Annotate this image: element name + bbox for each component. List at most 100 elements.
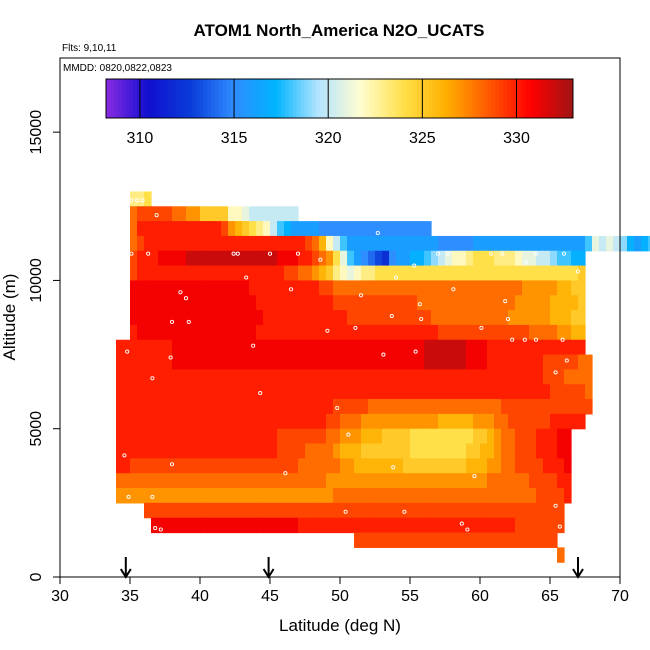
heatmap-cell [179, 324, 187, 341]
heatmap-cell [515, 532, 523, 548]
heatmap-cell [214, 324, 222, 341]
colorbar-segment [273, 79, 278, 118]
heatmap-cell [277, 221, 285, 237]
heatmap-cell [207, 339, 215, 356]
heatmap-cell [284, 250, 292, 267]
heatmap-cell [431, 413, 439, 430]
heatmap-cell [431, 517, 439, 534]
heatmap-cell [291, 517, 299, 534]
heatmap-cell [221, 517, 229, 534]
heatmap-cell [466, 473, 474, 489]
heatmap-cell [200, 458, 208, 474]
heatmap-cell [487, 369, 495, 385]
heatmap-cell [165, 428, 173, 445]
heatmap-cell [403, 295, 411, 311]
heatmap-cell [396, 324, 404, 341]
heatmap-cell [277, 206, 285, 222]
heatmap-cell [564, 265, 572, 282]
heatmap-cell [291, 488, 299, 504]
heatmap-cell [326, 384, 334, 400]
heatmap-cell [305, 354, 313, 370]
heatmap-cell [487, 339, 495, 356]
colorbar-segment [343, 79, 348, 118]
heatmap-cell [403, 384, 411, 400]
heatmap-cell [277, 428, 285, 445]
heatmap-cell [389, 280, 397, 296]
heatmap-cell [522, 354, 530, 370]
heatmap-cell [235, 428, 243, 445]
heatmap-cell [235, 369, 243, 385]
heatmap-cell [361, 324, 369, 341]
heatmap-cell [221, 473, 229, 489]
heatmap-cell [158, 310, 166, 326]
heatmap-cell [151, 488, 159, 504]
colorbar-segment [483, 79, 488, 118]
heatmap-cell [193, 502, 201, 519]
heatmap-cell [200, 280, 208, 296]
heatmap-cell [340, 458, 348, 474]
heatmap-cell [417, 473, 425, 489]
heatmap-cell [214, 265, 222, 282]
heatmap-cell [529, 235, 537, 252]
heatmap-cell [340, 384, 348, 400]
heatmap-cell [137, 488, 145, 504]
heatmap-cell [200, 250, 208, 267]
heatmap-cell [522, 324, 530, 341]
heatmap-cell [291, 413, 299, 430]
colorbar-segment [331, 79, 337, 118]
heatmap-cell [438, 443, 446, 459]
colorbar-segment [187, 79, 193, 118]
heatmap-cell [347, 443, 355, 459]
heatmap-cell [340, 235, 348, 252]
heatmap-cell [361, 458, 369, 474]
heatmap-cell [221, 502, 229, 519]
heatmap-cell [312, 221, 320, 237]
heatmap-cell [557, 413, 565, 430]
heatmap-cell [263, 488, 271, 504]
heatmap-cell [340, 250, 348, 267]
heatmap-cell [627, 235, 635, 252]
heatmap-cell [473, 384, 481, 400]
heatmap-cell [221, 488, 229, 504]
heatmap-cell [116, 473, 124, 489]
heatmap-cell [396, 354, 404, 370]
heatmap-cell [480, 488, 488, 504]
heatmap-cell [508, 517, 516, 534]
heatmap-cell [284, 310, 292, 326]
heatmap-cell [270, 473, 278, 489]
heatmap-cell [564, 369, 572, 385]
sample-point [150, 376, 155, 381]
heatmap-cell [228, 324, 236, 341]
x-tick-label: 70 [611, 588, 629, 605]
heatmap-cell [501, 473, 509, 489]
heatmap-cell [389, 413, 397, 430]
colorbar-segment [179, 79, 185, 118]
heatmap-cell [431, 354, 439, 370]
heatmap-cell [508, 532, 516, 548]
heatmap-cell [354, 295, 362, 311]
heatmap-cell [466, 324, 474, 341]
heatmap-cell [263, 265, 271, 282]
heatmap-cell [158, 443, 166, 459]
heatmap-cell [473, 295, 481, 311]
heatmap-cell [270, 310, 278, 326]
heatmap-cell [459, 532, 467, 548]
heatmap-cell [473, 280, 481, 296]
heatmap-cell [396, 295, 404, 311]
heatmap-cell [501, 532, 509, 548]
heatmap-cell [165, 458, 173, 474]
heatmap-cell [347, 502, 355, 519]
heatmap-cell [179, 473, 187, 489]
heatmap-cell [249, 399, 257, 415]
sample-point [158, 527, 163, 532]
heatmap-cell [193, 428, 201, 445]
heatmap-cell [186, 310, 194, 326]
heatmap-cell [543, 384, 551, 400]
heatmap-cell [354, 339, 362, 356]
heatmap-cell [494, 532, 502, 548]
heatmap-cell [249, 295, 257, 311]
heatmap-cell [158, 235, 166, 252]
heatmap-cell [214, 384, 222, 400]
heatmap-cell [417, 532, 425, 548]
heatmap-cell [277, 369, 285, 385]
